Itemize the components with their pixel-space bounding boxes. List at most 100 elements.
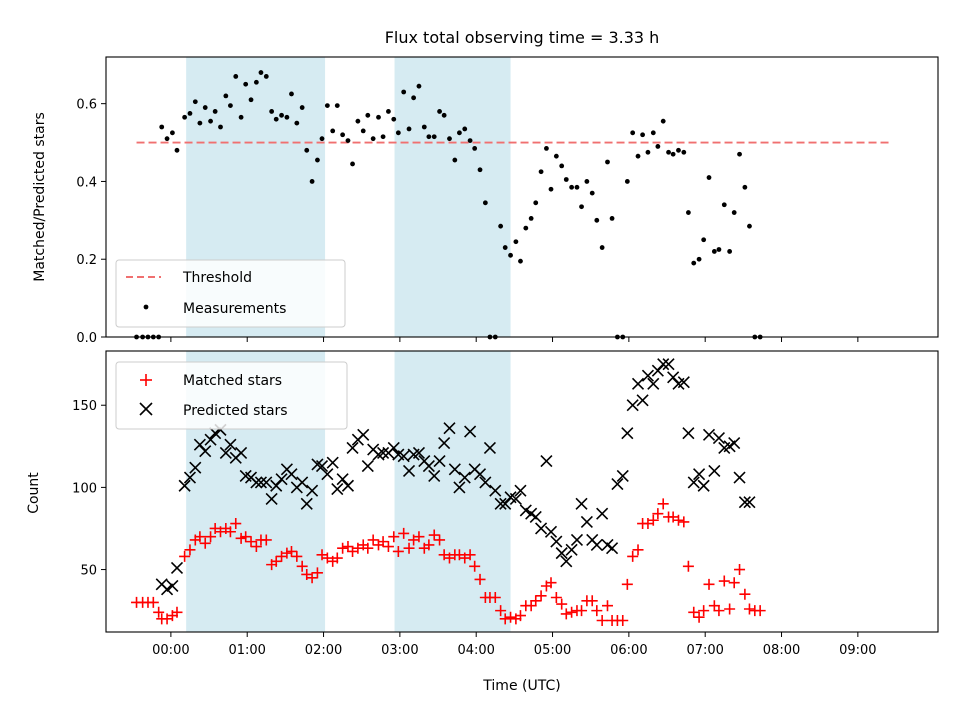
matched-stars-point xyxy=(245,536,257,548)
predicted-stars-point xyxy=(193,438,206,451)
predicted-stars-point xyxy=(204,433,217,446)
matched-stars-point xyxy=(698,605,710,617)
matched-stars-point xyxy=(754,605,766,617)
measurement-point xyxy=(544,145,549,151)
measurement-point xyxy=(228,103,233,109)
measurement-point xyxy=(660,118,666,124)
measurement-point xyxy=(370,136,376,142)
x-tick-label: 05:00 xyxy=(534,643,571,658)
predicted-stars-point xyxy=(529,510,542,524)
matched-stars-point xyxy=(535,590,547,602)
matched-stars-point xyxy=(179,550,191,562)
matched-stars-point xyxy=(530,595,542,607)
measurement-point xyxy=(340,132,346,138)
measurement-point xyxy=(345,138,351,144)
matched-stars-point xyxy=(647,514,659,526)
measurement-point xyxy=(324,103,330,109)
measurement-point xyxy=(457,130,462,136)
measurement-point xyxy=(645,149,651,155)
measurement-point xyxy=(279,112,284,118)
matched-stars-point xyxy=(367,534,379,546)
measurement-point xyxy=(319,136,325,142)
predicted-stars-point xyxy=(616,469,629,482)
predicted-stars-point xyxy=(377,446,390,459)
matched-stars-point xyxy=(296,560,308,572)
ratio-panel-frame xyxy=(105,56,939,338)
measurement-point xyxy=(737,151,742,157)
predicted-stars-point xyxy=(621,427,634,440)
measurement-point xyxy=(696,256,702,262)
predicted-stars-point xyxy=(254,476,268,489)
predicted-stars-point xyxy=(453,481,466,494)
measurement-point xyxy=(406,126,412,132)
ratio-legend: Threshold Measurements xyxy=(115,259,346,328)
matched-stars-point xyxy=(224,526,236,538)
predicted-stars-point xyxy=(499,497,512,510)
measurement-point xyxy=(508,252,513,258)
predicted-stars-point xyxy=(641,369,655,382)
ratio-panel: Flux total observing time = 3.33 h 0.00.… xyxy=(32,28,939,346)
matched-stars-point xyxy=(566,606,578,618)
predicted-stars-point xyxy=(514,484,527,497)
predicted-stars-point xyxy=(235,446,248,459)
ratio-x-ticks xyxy=(170,337,859,342)
matched-stars-point xyxy=(556,598,568,610)
predicted-stars-point xyxy=(535,522,548,535)
predicted-stars-point xyxy=(387,441,400,455)
measurement-point xyxy=(159,124,165,130)
matched-stars-point xyxy=(464,549,476,561)
measurement-point xyxy=(462,126,468,132)
matched-stars-point xyxy=(342,541,354,553)
measurement-point xyxy=(218,124,223,130)
measurement-point xyxy=(711,249,717,254)
measurement-point xyxy=(731,210,737,215)
predicted-stars-point xyxy=(341,479,355,492)
measurement-point xyxy=(569,184,575,190)
matched-stars-point xyxy=(153,606,165,618)
predicted-stars-point xyxy=(270,479,283,492)
predicted-stars-point xyxy=(402,464,416,478)
observing-span xyxy=(394,57,511,337)
predicted-stars-point xyxy=(697,479,710,492)
predicted-stars-point xyxy=(540,455,553,468)
matched-stars-point xyxy=(576,605,588,617)
measurement-point xyxy=(681,149,687,155)
predicted-stars-point xyxy=(265,492,278,505)
measurement-point xyxy=(670,151,676,157)
predicted-stars-point xyxy=(464,425,477,438)
measurement-point xyxy=(630,130,636,136)
measurement-point xyxy=(742,184,748,190)
measurement-point xyxy=(258,70,264,75)
measurement-point xyxy=(269,109,275,114)
predicted-stars-point xyxy=(275,473,288,486)
predicted-legend-label: Predicted stars xyxy=(183,403,288,419)
measurements-legend-swatch xyxy=(143,304,149,310)
measurement-point xyxy=(401,89,407,95)
measurement-point xyxy=(538,169,544,175)
matched-stars-point xyxy=(423,539,435,551)
matched-stars-point xyxy=(739,588,751,600)
matched-stars-point xyxy=(331,552,343,564)
ratio-y-axis: 0.0 0.2 0.4 0.6 xyxy=(76,98,106,346)
predicted-stars-point xyxy=(473,468,487,481)
matched-stars-point xyxy=(184,544,196,556)
measurement-point xyxy=(299,105,305,110)
matched-stars-point xyxy=(505,611,517,623)
measurement-point xyxy=(467,138,473,144)
predicted-stars-point xyxy=(544,525,558,538)
predicted-stars-point xyxy=(412,446,426,459)
matched-legend-label: Matched stars xyxy=(183,373,282,389)
measurement-point xyxy=(666,149,671,155)
predicted-stars-point xyxy=(555,547,568,560)
predicted-stars-point xyxy=(743,496,756,509)
predicted-stars-point xyxy=(651,364,664,377)
measurements-legend-label: Measurements xyxy=(183,301,286,317)
predicted-stars-point xyxy=(250,476,263,489)
predicted-stars-point xyxy=(631,377,645,390)
predicted-stars-point xyxy=(219,446,232,459)
count-legend-box xyxy=(115,361,348,430)
predicted-stars-point xyxy=(189,461,202,474)
predicted-stars-point xyxy=(422,459,435,473)
predicted-stars-point xyxy=(667,371,680,384)
